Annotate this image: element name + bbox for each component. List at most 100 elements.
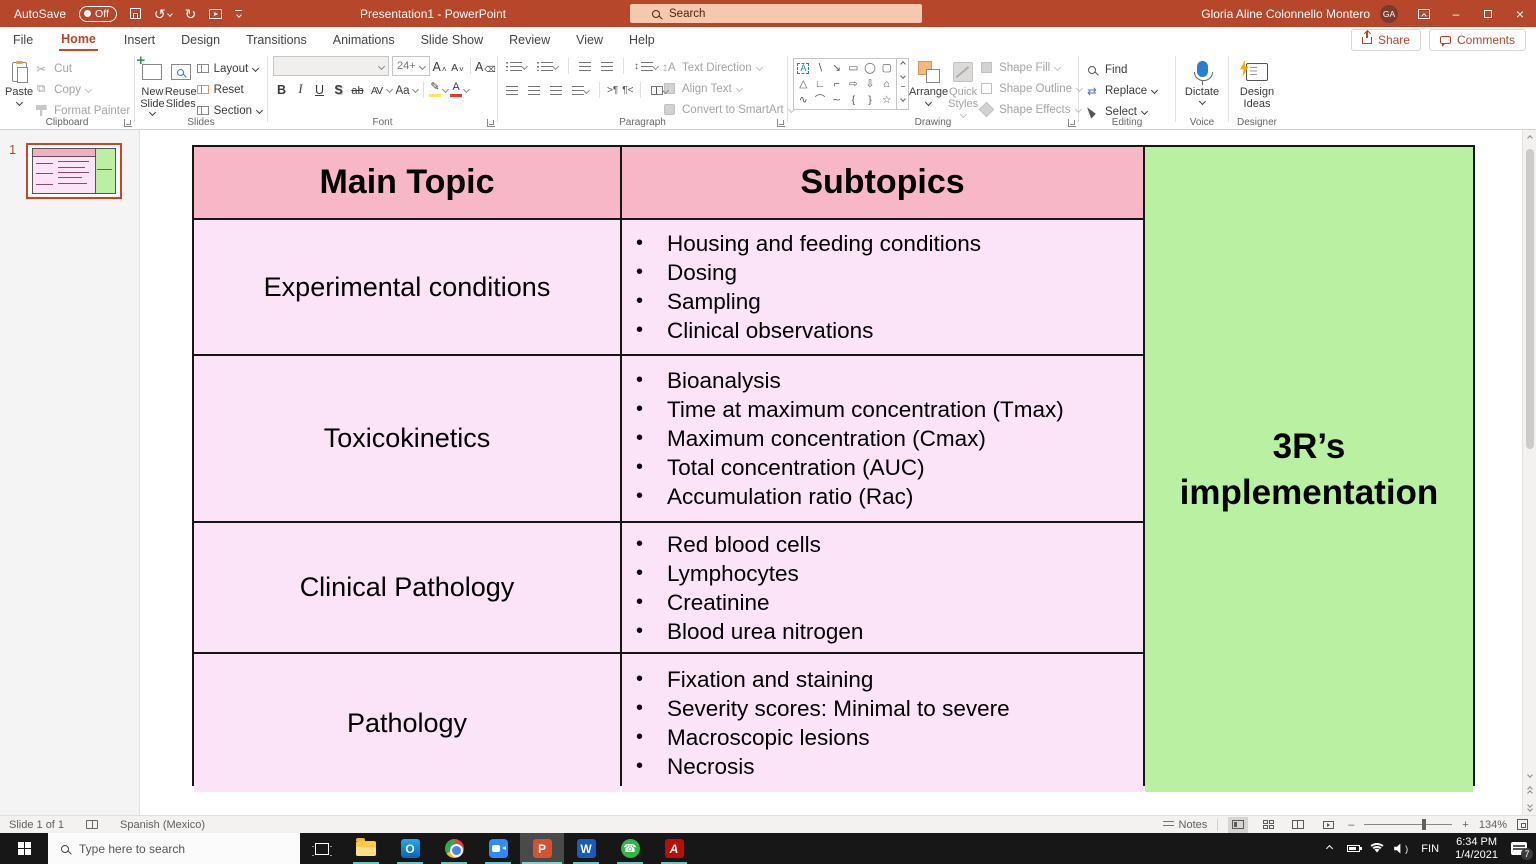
replace-button[interactable]: ⇄ Replace <box>1084 81 1159 100</box>
start-slideshow-icon[interactable] <box>209 8 223 19</box>
slide-sorter-view-button[interactable] <box>1258 817 1278 833</box>
convert-smartart-button[interactable]: Convert to SmartArt <box>661 100 795 119</box>
tab-insert[interactable]: Insert <box>123 32 156 47</box>
share-button[interactable]: Share <box>1350 29 1421 51</box>
align-text-button[interactable]: Align Text <box>661 79 794 98</box>
new-slide-button[interactable]: New Slide <box>136 55 165 117</box>
tab-animations[interactable]: Animations <box>332 32 395 47</box>
clock[interactable]: 6:34 PM 1/4/2021 <box>1447 836 1506 862</box>
ltr-button[interactable]: >¶ <box>607 84 619 96</box>
reading-view-button[interactable] <box>1288 817 1308 833</box>
shape-rounded-rectangle-icon[interactable]: ▢ <box>881 61 892 74</box>
hidden-icons-button[interactable] <box>1317 844 1341 853</box>
clipboard-dialog-launcher-icon[interactable] <box>124 119 132 127</box>
zoom-level[interactable]: 134% <box>1478 818 1507 831</box>
table-bullets-cell[interactable]: Fixation and staining Severity scores: M… <box>622 654 1143 792</box>
chevron-down-icon[interactable] <box>462 85 471 94</box>
input-language[interactable]: FIN <box>1421 842 1440 855</box>
vertical-scrollbar[interactable] <box>1522 130 1536 815</box>
tab-design[interactable]: Design <box>181 32 221 47</box>
layout-button[interactable]: Layout <box>196 59 262 78</box>
chevron-down-icon[interactable] <box>411 85 420 94</box>
copy-button[interactable]: ⧉ Copy <box>33 80 130 99</box>
tab-view[interactable]: View <box>576 32 604 47</box>
close-button[interactable]: × <box>1515 5 1525 22</box>
tab-slide-show[interactable]: Slide Show <box>420 32 484 47</box>
shape-brace-left-icon[interactable]: { <box>851 93 856 106</box>
shape-star-icon[interactable]: ☆ <box>881 93 892 106</box>
taskbar-file-explorer[interactable] <box>344 833 388 864</box>
wifi-icon[interactable] <box>1365 843 1389 854</box>
minimize-button[interactable]: – <box>1452 6 1460 21</box>
design-ideas-button[interactable]: Design Ideas <box>1234 56 1280 110</box>
increase-indent-button[interactable] <box>598 56 616 76</box>
table-topic-cell[interactable]: Toxicokinetics <box>194 356 620 521</box>
tab-transitions[interactable]: Transitions <box>246 32 307 47</box>
chevron-down-icon[interactable] <box>385 85 394 94</box>
restore-button[interactable] <box>1472 0 1504 27</box>
save-icon[interactable] <box>129 8 141 19</box>
tab-review[interactable]: Review <box>509 32 551 47</box>
character-spacing-button[interactable]: AV <box>370 85 383 97</box>
font-dialog-launcher-icon[interactable] <box>487 119 495 127</box>
paragraph-dialog-launcher-icon[interactable] <box>777 119 785 127</box>
cut-button[interactable]: ✂ Cut <box>33 59 130 78</box>
dictate-button[interactable]: Dictate <box>1181 56 1223 106</box>
paste-button[interactable]: Paste <box>5 56 33 107</box>
align-left-button[interactable] <box>503 80 521 100</box>
shape-brace-right-icon[interactable]: } <box>868 93 872 106</box>
notes-button[interactable]: Notes <box>1162 819 1207 831</box>
comments-button[interactable]: Comments <box>1428 29 1526 51</box>
tab-help[interactable]: Help <box>629 32 655 47</box>
text-shadow-button[interactable]: S <box>334 83 343 97</box>
shape-rectangle-icon[interactable]: ▭ <box>848 61 859 74</box>
zoom-slider-thumb[interactable] <box>1422 819 1427 830</box>
strikethrough-button[interactable]: ab <box>351 85 364 97</box>
taskbar-search-box[interactable]: Type here to search <box>48 833 300 864</box>
zoom-out-button[interactable]: – <box>1348 818 1355 831</box>
shape-arc-icon[interactable]: ⌒ <box>814 93 826 106</box>
start-button[interactable] <box>0 833 48 864</box>
slide-canvas[interactable]: Main Topic Subtopics 3R’s implementation… <box>141 130 1522 815</box>
quick-styles-button[interactable]: Quick Styles <box>948 56 978 119</box>
italic-button[interactable]: I <box>298 82 303 96</box>
reset-button[interactable]: Reset <box>196 80 262 99</box>
scroll-up-icon[interactable] <box>1526 135 1533 141</box>
table-topic-cell[interactable]: Clinical Pathology <box>194 523 620 652</box>
shape-effects-button[interactable]: Shape Effects <box>978 100 1082 119</box>
next-slide-button[interactable] <box>1526 799 1533 815</box>
task-view-button[interactable] <box>300 833 344 864</box>
slide-thumbnail[interactable] <box>26 143 122 199</box>
shape-elbow-icon[interactable]: ⌐ <box>833 77 840 90</box>
taskbar-chrome[interactable] <box>432 833 476 864</box>
avatar[interactable]: GA <box>1380 4 1398 23</box>
normal-view-button[interactable] <box>1228 816 1249 833</box>
highlight-color-button[interactable]: ✎ <box>429 82 441 97</box>
line-spacing-button[interactable]: ↕ <box>631 56 661 76</box>
shape-text-box-icon[interactable]: A <box>797 62 810 74</box>
shape-oval-icon[interactable]: ◯ <box>864 61 876 74</box>
shape-arrow-down-icon[interactable]: ⇩ <box>865 77 875 90</box>
previous-slide-button[interactable] <box>1526 783 1533 799</box>
table-header-main-topic[interactable]: Main Topic <box>194 147 620 218</box>
underline-button[interactable]: U <box>314 83 325 97</box>
taskbar-zoom-app[interactable] <box>476 833 520 864</box>
tab-home[interactable]: Home <box>46 27 111 52</box>
ribbon-display-options-button[interactable] <box>1408 0 1440 27</box>
table-bullets-cell[interactable]: Red blood cells Lymphocytes Creatinine B… <box>622 523 1143 652</box>
grow-font-button[interactable]: A ˄ <box>432 59 447 74</box>
align-center-button[interactable] <box>525 80 543 100</box>
bullets-button[interactable] <box>503 56 530 76</box>
shape-line-icon[interactable]: ∖ <box>816 61 824 74</box>
shape-outline-button[interactable]: Shape Outline <box>978 79 1084 98</box>
fit-slide-button[interactable] <box>1517 819 1528 830</box>
numbering-button[interactable] <box>534 56 561 76</box>
tab-file[interactable]: File <box>13 32 34 47</box>
volume-icon[interactable]: ) <box>1389 843 1413 854</box>
taskbar-acrobat[interactable] <box>652 833 696 864</box>
spell-check-icon[interactable] <box>86 820 99 829</box>
format-painter-button[interactable]: Format Painter <box>33 101 130 120</box>
shape-flag-icon[interactable]: ⌂ <box>883 77 890 90</box>
table-bullets-cell[interactable]: Housing and feeding conditions Dosing Sa… <box>622 220 1143 354</box>
taskbar-word[interactable] <box>564 833 608 864</box>
